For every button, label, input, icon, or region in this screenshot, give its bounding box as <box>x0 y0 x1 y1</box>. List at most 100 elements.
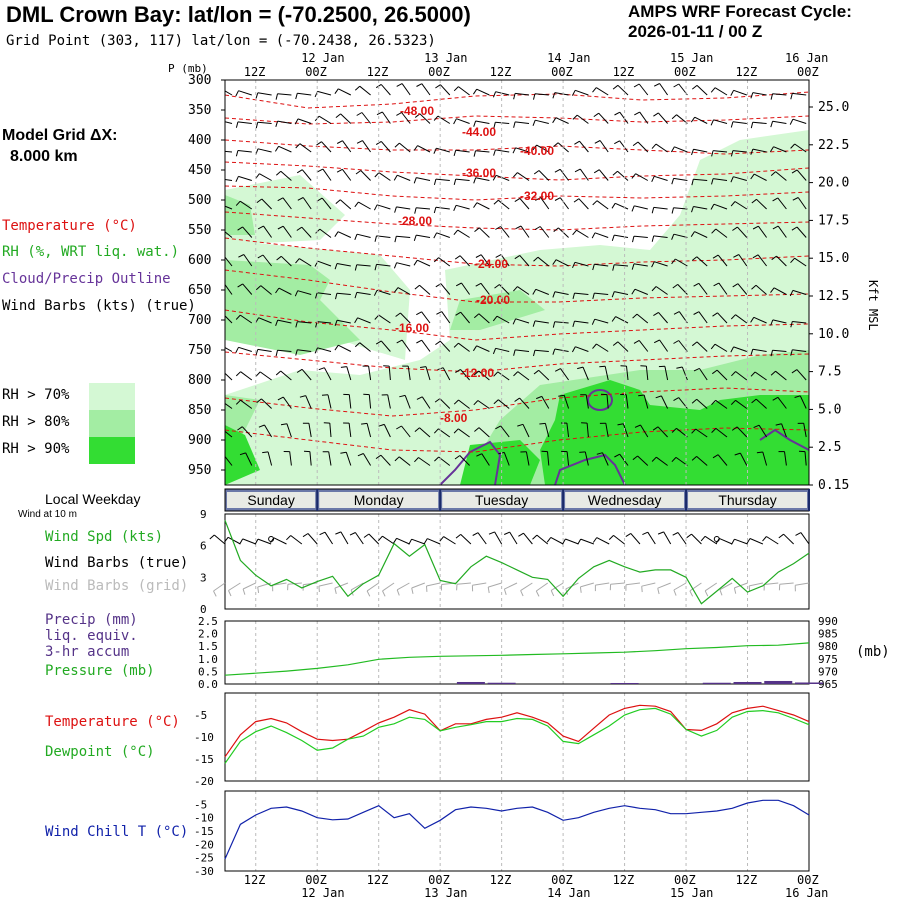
wind-barb-flag <box>374 314 380 320</box>
wind-barb-flag <box>373 204 378 211</box>
wind-barb <box>401 339 411 352</box>
wind-barb <box>660 395 669 409</box>
calm-wind-marker <box>268 536 275 542</box>
wind-chill-panel: -5-10-15-20-25-30 <box>194 790 810 878</box>
wind-barb-flag <box>216 120 218 126</box>
top-time-tick: 00Z <box>797 65 819 79</box>
wind-barb-grid <box>689 582 702 592</box>
wind-barb-flag <box>239 452 246 456</box>
wind-barb-true <box>396 537 410 545</box>
wind-barb <box>240 314 253 324</box>
wind-barb-flag <box>277 225 284 230</box>
wind-barb <box>796 369 807 381</box>
wind-barb-flag <box>475 254 482 258</box>
wind-barb <box>636 313 649 324</box>
wind-barb-flag <box>712 254 719 259</box>
legend-precip: Precip (mm) <box>45 612 138 628</box>
temperature-contour-label: -8.00 <box>440 411 468 425</box>
wind-barb <box>455 149 470 153</box>
wind-barb-flag <box>671 234 675 240</box>
pressure-tick-label: 550 <box>188 223 211 238</box>
wind-barb-flag <box>552 259 557 265</box>
wind-barb <box>476 345 490 352</box>
wind-barb-flag <box>769 146 774 153</box>
grid-point-subtitle: Grid Point (303, 117) lat/lon = (-70.243… <box>6 33 436 49</box>
wind-barb-true <box>477 532 487 545</box>
wind-barb <box>673 207 688 210</box>
wind-barb-flag <box>235 176 239 183</box>
wind-barb <box>775 171 787 181</box>
wind-barb <box>598 169 609 181</box>
wind-barb-flag <box>455 282 462 287</box>
wind-barb <box>735 399 748 409</box>
wind-barb-flag <box>277 396 284 401</box>
wind-barb-flag <box>655 395 662 399</box>
wind-barb <box>438 257 451 267</box>
wind-barb-flag <box>593 112 599 118</box>
wind-barb-flag <box>433 232 438 239</box>
wind-barb-flag <box>553 227 559 232</box>
wind-barb <box>737 226 748 238</box>
wind-barb-flag <box>532 144 537 151</box>
wind-barb <box>436 232 450 238</box>
wind-barb <box>404 395 411 409</box>
wind-barb-flag <box>394 456 400 462</box>
wind-barb-flag <box>713 282 720 287</box>
wind-barb <box>282 396 292 409</box>
wind-barb-grid-flag <box>535 590 540 597</box>
wind-barb-flag <box>414 457 419 463</box>
wind-barb <box>617 341 629 352</box>
wind-barb <box>361 112 371 124</box>
wind-barb-flag <box>256 198 263 204</box>
wind-barb-flag <box>217 151 218 157</box>
wind-barb-flag <box>416 396 423 400</box>
pressure-tick-label: 650 <box>188 283 211 298</box>
height-tick-label: 2.5 <box>818 440 841 455</box>
wind-barb-flag <box>574 140 580 145</box>
wind-barb-grid-flag <box>318 586 320 593</box>
wind-chill-tick-label: -20 <box>194 838 214 851</box>
wind-barb-flag <box>297 197 304 201</box>
wind-barb <box>675 456 688 466</box>
wind-barb-flag <box>296 169 303 174</box>
wind-barb-flag <box>235 90 239 97</box>
wind-barb-true <box>523 532 533 545</box>
wind-barb-true <box>630 533 641 545</box>
legend-windchill: Wind Chill T (°C) <box>45 824 189 840</box>
wind-barb-flag <box>631 288 636 295</box>
wind-barb <box>500 226 510 238</box>
height-tick-label: 20.0 <box>818 176 849 191</box>
wind-barb-flag <box>572 229 577 236</box>
wind-barb <box>638 340 649 352</box>
wind-barb-true-flag <box>642 531 649 536</box>
wind-barb-flag <box>634 111 640 116</box>
wind-barb-flag <box>315 292 318 299</box>
wind-barb <box>416 177 431 181</box>
wind-barb-grid <box>580 582 594 588</box>
wind-barb-flag <box>435 84 441 89</box>
wind-barb-flag <box>275 93 278 100</box>
wind-barb-true <box>691 533 702 545</box>
wind-barb-flag <box>235 371 241 377</box>
wind-barb <box>594 232 609 238</box>
wind-barb <box>440 84 451 96</box>
wind-barb-grid <box>749 582 763 587</box>
wind-barb <box>654 261 668 267</box>
wind-barb <box>308 423 312 438</box>
wind-barb-flag <box>533 350 536 357</box>
wind-barb <box>396 206 411 210</box>
wind-barb-flag <box>513 286 518 292</box>
wind-barb <box>655 143 668 153</box>
wind-barb-flag <box>414 113 421 118</box>
wind-barb <box>458 342 470 352</box>
wind-barb-flag <box>614 453 620 458</box>
wind-barb <box>267 451 273 466</box>
bottom-time-tick: 00Z <box>674 873 696 887</box>
wind-barb-flag <box>731 371 736 377</box>
wind-at-label: Wind at 10 m <box>18 509 77 520</box>
wind-barb <box>376 289 391 295</box>
precip-tick-label: 2.5 <box>198 615 218 628</box>
wind-barb <box>637 141 649 153</box>
page-title: DML Crown Bay: lat/lon = (-70.2500, 26.5… <box>6 2 471 27</box>
wind-chill-panel-frame <box>224 790 810 872</box>
